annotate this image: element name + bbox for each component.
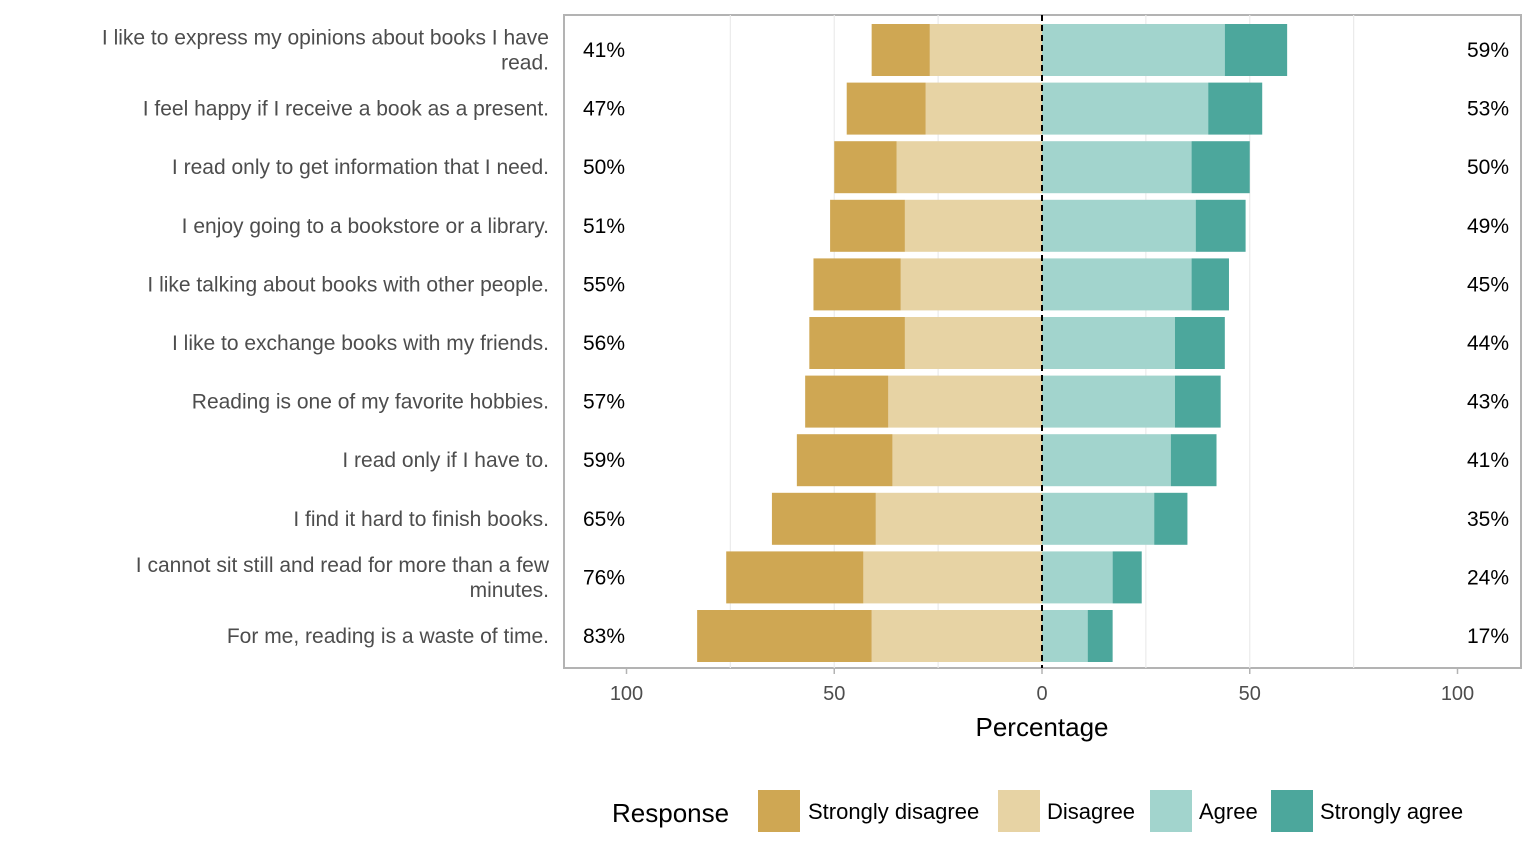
bar-strongly-disagree <box>846 82 926 135</box>
bar-agree <box>1042 199 1196 252</box>
left-percent-label: 76% <box>583 566 625 589</box>
x-axis-title: Percentage <box>976 712 1109 742</box>
bar-agree <box>1042 551 1113 604</box>
bar-strongly-disagree <box>809 317 905 369</box>
bar-strongly-disagree <box>813 258 901 311</box>
bar-strongly-agree <box>1195 199 1246 252</box>
bar-strongly-agree <box>1191 258 1229 311</box>
legend-label: Strongly disagree <box>808 799 979 824</box>
bar-agree <box>1042 24 1225 76</box>
bar-disagree <box>925 82 1042 135</box>
category-label: I read only to get information that I ne… <box>172 156 549 179</box>
bar-strongly-disagree <box>726 551 864 604</box>
right-percent-label: 24% <box>1467 566 1509 589</box>
category-labels: I like to express my opinions about book… <box>102 27 550 649</box>
bar-agree <box>1042 141 1192 194</box>
bar-disagree <box>863 551 1042 604</box>
left-percent-label: 41% <box>583 39 625 62</box>
left-percent-label: 47% <box>583 98 625 121</box>
bar-strongly-agree <box>1208 82 1263 135</box>
bar-disagree <box>904 199 1042 252</box>
legend-key <box>758 790 800 832</box>
category-label: I like to exchange books with my friends… <box>172 332 549 355</box>
bar-agree <box>1042 492 1155 545</box>
bar-agree <box>1042 610 1088 662</box>
bar-strongly-disagree <box>805 375 889 428</box>
right-percent-label: 43% <box>1467 391 1509 414</box>
bar-disagree <box>904 317 1042 369</box>
legend-title: Response <box>612 798 729 828</box>
category-label: Reading is one of my favorite hobbies. <box>192 391 549 414</box>
bar-disagree <box>871 610 1042 662</box>
category-label: I enjoy going to a bookstore or a librar… <box>182 215 549 238</box>
bar-strongly-agree <box>1112 551 1142 604</box>
right-percent-label: 44% <box>1467 332 1509 355</box>
bar-agree <box>1042 317 1175 369</box>
legend: Response Strongly disagree Disagree Agree S… <box>612 790 1463 832</box>
bar-disagree <box>929 24 1042 76</box>
x-tick-label: 50 <box>823 683 845 705</box>
left-percent-label: 51% <box>583 215 625 238</box>
bar-strongly-disagree <box>871 24 930 76</box>
bar-strongly-disagree <box>771 492 876 545</box>
bar-disagree <box>875 492 1042 545</box>
legend-key <box>1150 790 1192 832</box>
bar-strongly-disagree <box>830 199 905 252</box>
category-label: I cannot sit still and read for more tha… <box>136 554 550 602</box>
bars <box>697 24 1288 662</box>
bar-disagree <box>888 375 1042 428</box>
bar-strongly-agree <box>1170 434 1217 487</box>
left-percent-label: 65% <box>583 508 625 531</box>
bar-strongly-agree <box>1087 610 1113 662</box>
bar-strongly-agree <box>1174 317 1225 369</box>
legend-label: Disagree <box>1047 799 1135 824</box>
percent-labels: 41% 47% 50% 51% 55% 56% 57% 59% 65% 76% 83% 59% 53% 5… <box>583 39 1509 648</box>
bar-strongly-agree <box>1191 141 1250 194</box>
bar-agree <box>1042 375 1175 428</box>
category-label: For me, reading is a waste of time. <box>227 625 549 648</box>
legend-label: Agree <box>1199 799 1258 824</box>
left-percent-label: 50% <box>583 156 625 179</box>
bar-strongly-agree <box>1174 375 1221 428</box>
x-tick-label: 50 <box>1239 683 1261 705</box>
x-tick-label: 100 <box>610 683 643 705</box>
right-percent-label: 59% <box>1467 39 1509 62</box>
bar-strongly-agree <box>1224 24 1288 76</box>
bar-agree <box>1042 434 1171 487</box>
right-percent-label: 41% <box>1467 449 1509 472</box>
right-percent-label: 45% <box>1467 273 1509 296</box>
x-tick-labels: 100 50 0 50 100 <box>610 668 1474 705</box>
category-label: I like talking about books with other pe… <box>147 273 549 296</box>
left-percent-label: 59% <box>583 449 625 472</box>
left-percent-label: 83% <box>583 625 625 648</box>
legend-label: Strongly agree <box>1320 799 1463 824</box>
bar-disagree <box>896 141 1042 194</box>
bar-strongly-disagree <box>697 610 872 662</box>
right-percent-label: 17% <box>1467 625 1509 648</box>
right-percent-label: 53% <box>1467 98 1509 121</box>
bar-strongly-agree <box>1154 492 1188 545</box>
x-tick-label: 0 <box>1036 683 1047 705</box>
bar-strongly-disagree <box>796 434 893 487</box>
legend-items: Strongly disagree Disagree Agree Strongly a… <box>758 790 1463 832</box>
bar-agree <box>1042 82 1209 135</box>
legend-key <box>998 790 1040 832</box>
left-percent-label: 57% <box>583 391 625 414</box>
right-percent-label: 50% <box>1467 156 1509 179</box>
category-label: I find it hard to finish books. <box>293 508 549 531</box>
right-percent-label: 35% <box>1467 508 1509 531</box>
category-label: I read only if I have to. <box>342 449 549 472</box>
left-percent-label: 55% <box>583 273 625 296</box>
bar-strongly-disagree <box>834 141 897 194</box>
category-label: I feel happy if I receive a book as a pr… <box>143 98 549 121</box>
bar-disagree <box>892 434 1042 487</box>
legend-key <box>1271 790 1313 832</box>
category-label: I like to express my opinions about book… <box>102 27 549 75</box>
bar-disagree <box>900 258 1042 311</box>
x-tick-label: 100 <box>1441 683 1474 705</box>
right-percent-label: 49% <box>1467 215 1509 238</box>
left-percent-label: 56% <box>583 332 625 355</box>
bar-agree <box>1042 258 1192 311</box>
